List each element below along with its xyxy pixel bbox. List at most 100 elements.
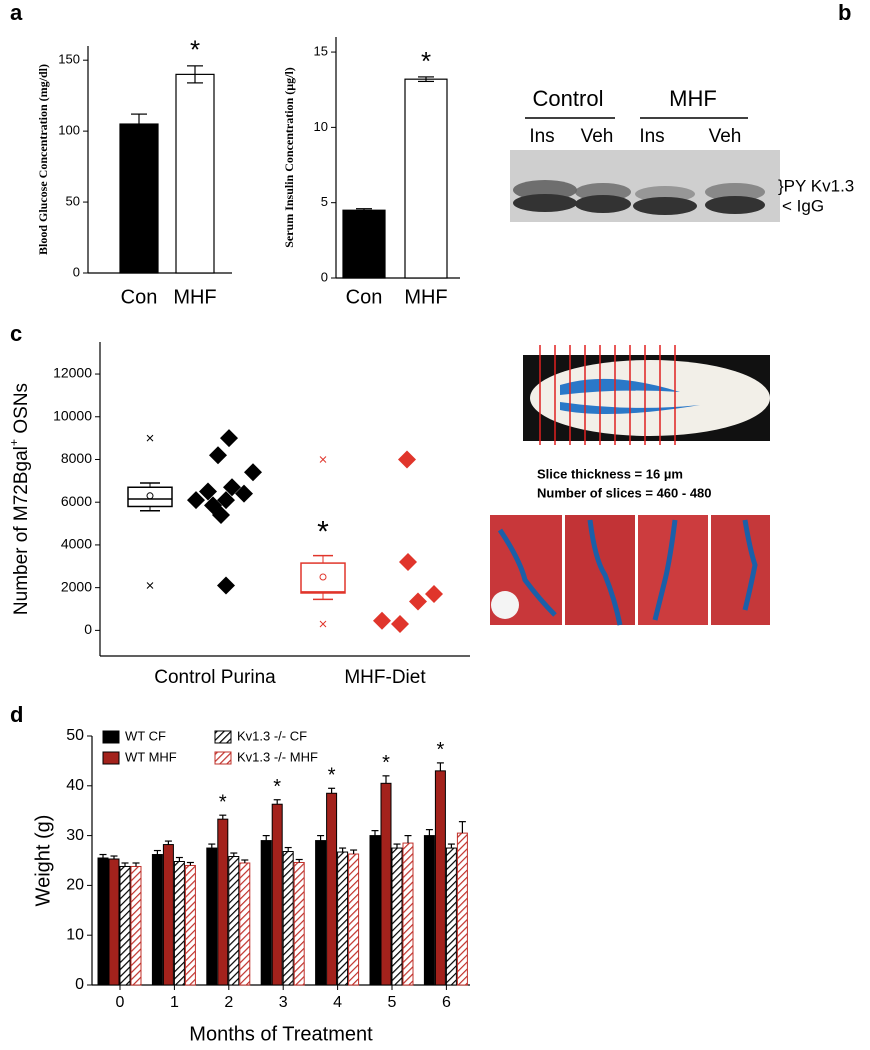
y-tick-label: 50 [66,194,80,209]
lane-label: Veh [709,126,742,147]
y-tick-label: 2000 [61,578,92,594]
y-tick-label: 15 [314,44,328,59]
section-hole [491,591,519,619]
bar [456,832,468,986]
bar [404,78,448,279]
band [575,195,631,213]
data-point [223,478,241,497]
y-axis-label: Serum Insulin Concentration (µg/l) [282,67,296,248]
bar [369,835,381,986]
y-tick-label: 12000 [53,365,92,381]
bar [391,847,403,986]
bar [108,858,120,986]
data-point [425,585,443,604]
box [300,562,346,594]
x-tick-label: MHF [404,286,447,308]
box [127,486,173,508]
y-axis-label: Blood Glucose Concentration (mg/dl) [36,64,50,255]
y-tick-label: 10 [314,119,328,134]
panel-label: c [10,321,22,346]
x-tick-label: 0 [116,994,125,1011]
y-axis-label-part: + [7,439,21,446]
y-tick-label: 5 [321,194,328,209]
bar [423,835,435,986]
bar [342,209,386,279]
bar [326,792,338,986]
x-tick-label: Con [121,286,158,308]
axon-stain [497,519,758,626]
x-tick-label: 5 [388,994,397,1011]
x-tick-label: 4 [333,994,342,1011]
y-tick-label: 8000 [61,450,92,466]
bar [315,840,327,986]
bar [184,864,196,986]
bar [239,862,251,986]
bar [206,847,218,986]
data-point [217,491,235,510]
tissue [530,360,770,436]
bar [260,840,272,986]
data-point [409,592,427,611]
x-tick-label: 2 [224,994,233,1011]
bar [175,73,215,274]
bar [380,782,392,986]
lane-label: Ins [529,126,554,147]
x-tick-label: 1 [170,994,179,1011]
bar [130,865,142,986]
mean [146,492,154,500]
extreme-marker [146,434,154,442]
legend-label: WT CF [125,728,166,743]
x-tick-label: 3 [279,994,288,1011]
significance-marker: * [382,752,390,774]
lane-label: Ins [639,126,664,147]
histology-note: Slice thickness = 16 µm [537,466,683,481]
y-tick-label: 100 [58,123,80,138]
data-point [398,450,416,469]
y-tick-label: 50 [66,727,84,744]
bar [97,857,109,986]
band [513,194,577,212]
band [513,180,577,200]
slice-lines [539,345,676,445]
bar [271,803,283,986]
legend-swatch [214,751,232,765]
y-tick-label: 4000 [61,536,92,552]
histology-note: Number of slices = 460 - 480 [537,485,712,500]
blot-group: MHF [669,86,717,111]
bar [119,123,159,274]
bar [402,842,414,986]
bar [282,851,294,986]
legend-label: Kv1.3 -/- CF [237,728,307,743]
significance-marker: * [190,35,200,65]
band [635,186,695,202]
legend-swatch [214,730,232,744]
data-point [199,482,217,501]
bar [151,854,163,986]
y-axis-label: Weight (g) [32,815,54,907]
data-point [187,491,205,510]
data-point [209,446,227,465]
bar [228,856,240,986]
x-tick-label: 6 [442,994,451,1011]
legend-swatch [102,751,120,765]
legend-label: Kv1.3 -/- MHF [237,749,318,764]
band-label: }PY Kv1.3 [778,176,854,195]
blot-group: Control [533,86,604,111]
data-point [399,553,417,572]
legend-label: WT MHF [125,749,177,764]
data-point [217,576,235,595]
histology: Slice thickness = 16 µm Number of slices… [490,345,770,626]
x-tick-label: MHF [173,286,216,308]
y-tick-label: 0 [73,264,80,279]
data-point [244,463,262,482]
y-tick-label: 10 [66,926,84,943]
extreme-marker [146,582,154,589]
bar [293,861,305,986]
significance-marker: * [317,516,329,549]
panel-label: b [838,0,851,25]
data-point [391,614,409,633]
y-tick-label: 20 [66,877,84,894]
x-tick-label: Con [346,286,383,308]
